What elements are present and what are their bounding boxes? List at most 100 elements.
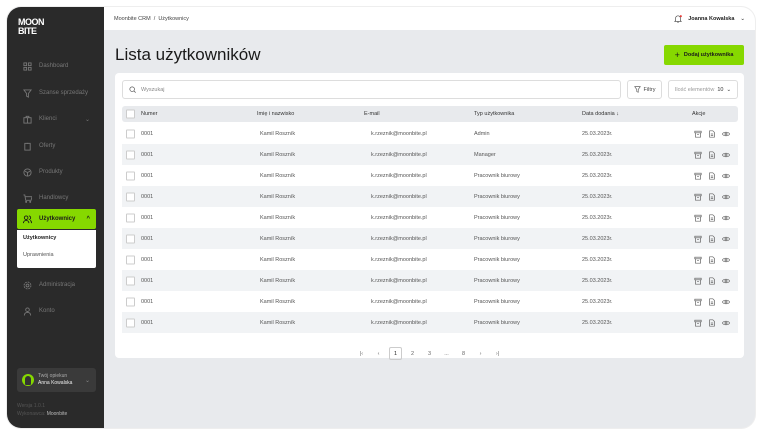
document-icon[interactable] <box>708 129 716 138</box>
row-number: 0001 <box>141 256 154 263</box>
eye-icon[interactable] <box>722 130 730 138</box>
clipboard-icon <box>24 142 31 151</box>
archive-icon[interactable] <box>694 256 702 264</box>
user-menu[interactable]: Joanna Kowalska ⌄ <box>674 14 745 23</box>
page-3[interactable]: 3 <box>427 350 432 357</box>
last-page-icon[interactable]: ›| <box>495 350 500 357</box>
col-number[interactable]: Numer <box>141 111 158 117</box>
sidebar-item-gear[interactable]: Administracja <box>17 275 96 295</box>
table-row[interactable]: 0001 Kamil Roszník k.rzeznik@moonbite.pl Ma… <box>122 144 738 165</box>
page-8[interactable]: 8 <box>461 350 466 357</box>
breadcrumb[interactable]: Moonbite CRM / Użytkownicy <box>114 15 189 22</box>
archive-icon[interactable] <box>694 193 702 201</box>
archive-icon[interactable] <box>694 214 702 222</box>
eye-icon[interactable] <box>722 277 730 285</box>
page-1[interactable]: 1 <box>389 347 402 360</box>
account-manager-card[interactable]: Twój opiekun Anna Kowalska ⌄ <box>17 368 96 392</box>
archive-icon[interactable] <box>694 298 702 306</box>
filters-button[interactable]: Filtry <box>627 80 662 99</box>
per-page-select[interactable]: Ilość elementów 10 ⌄ <box>668 80 738 99</box>
chevron-down-icon: ⌄ <box>726 86 732 93</box>
row-name: Kamil Roszník <box>260 193 296 200</box>
col-name[interactable]: Imię i nazwisko <box>257 111 295 117</box>
eye-icon[interactable] <box>722 319 730 327</box>
sidebar-item-cart[interactable]: Handlowcy <box>17 188 96 208</box>
prev-page-icon[interactable]: ‹ <box>377 350 380 357</box>
sidebar-item-users[interactable]: Użytkownicy ^ <box>17 209 96 229</box>
search-input[interactable]: Wyszukaj <box>122 80 621 99</box>
archive-icon[interactable] <box>694 130 702 138</box>
made-by: Moonbite <box>46 411 68 417</box>
page-2[interactable]: 2 <box>410 350 415 357</box>
row-type: Pracownik biurowy <box>474 193 520 200</box>
document-icon[interactable] <box>708 297 716 306</box>
sidebar-item-funnel[interactable]: Szanse sprzedaży <box>17 83 96 103</box>
eye-icon[interactable] <box>722 235 730 243</box>
sidebar-item-briefcase[interactable]: Klienci ⌄ <box>17 109 96 129</box>
gear-icon <box>23 281 32 289</box>
table-row[interactable]: 0001 Kamil Roszník k.rzeznik@moonbite.pl Pr… <box>122 228 738 249</box>
archive-icon[interactable] <box>694 277 702 285</box>
table-row[interactable]: 0001 Kamil Roszník k.rzeznik@moonbite.pl Pr… <box>122 312 738 333</box>
row-date: 25.03.2023r. <box>582 130 613 137</box>
row-checkbox[interactable] <box>126 234 135 243</box>
document-icon[interactable] <box>708 255 716 264</box>
row-email: k.rzeznik@moonbite.pl <box>371 214 427 221</box>
select-all-checkbox[interactable] <box>126 109 135 119</box>
row-checkbox[interactable] <box>126 318 135 327</box>
table-row[interactable]: 0001 Kamil Roszník k.rzeznik@moonbite.pl Pr… <box>122 270 738 291</box>
col-date[interactable]: Data dodania ↓ <box>582 111 619 117</box>
row-checkbox[interactable] <box>126 129 135 138</box>
sidebar-item-user[interactable]: Konto <box>17 301 96 321</box>
eye-icon[interactable] <box>722 172 730 180</box>
table-row[interactable]: 0001 Kamil Roszník k.rzeznik@moonbite.pl Pr… <box>122 249 738 270</box>
document-icon[interactable] <box>708 171 716 180</box>
row-checkbox[interactable] <box>126 213 135 222</box>
document-icon[interactable] <box>708 150 716 159</box>
sidebar-item-label: Szanse sprzedaży <box>39 90 89 96</box>
eye-icon[interactable] <box>722 151 730 159</box>
archive-icon[interactable] <box>694 151 702 159</box>
row-number: 0001 <box>141 193 154 200</box>
sidebar-item-grid[interactable]: Dashboard <box>17 56 96 76</box>
row-checkbox[interactable] <box>126 171 135 180</box>
made-by-label: Wykonawca: <box>17 411 46 417</box>
table-row[interactable]: 0001 Kamil Roszník k.rzeznik@moonbite.pl Pr… <box>122 165 738 186</box>
table-row[interactable]: 0001 Kamil Roszník k.rzeznik@moonbite.pl Pr… <box>122 207 738 228</box>
row-checkbox[interactable] <box>126 150 135 159</box>
first-page-icon[interactable]: |‹ <box>359 350 364 357</box>
row-number: 0001 <box>141 151 154 158</box>
row-name: Kamil Roszník <box>260 235 296 242</box>
document-icon[interactable] <box>708 318 716 327</box>
eye-icon[interactable] <box>722 256 730 264</box>
table-row[interactable]: 0001 Kamil Roszník k.rzeznik@moonbite.pl Ad… <box>122 123 738 144</box>
archive-icon[interactable] <box>694 319 702 327</box>
submenu-item-users[interactable]: Użytkownicy <box>23 235 57 241</box>
row-checkbox[interactable] <box>126 192 135 201</box>
col-type[interactable]: Typ użytkownika <box>474 111 515 117</box>
eye-icon[interactable] <box>722 298 730 306</box>
document-icon[interactable] <box>708 234 716 243</box>
avatar <box>22 374 34 386</box>
row-checkbox[interactable] <box>126 255 135 264</box>
document-icon[interactable] <box>708 276 716 285</box>
archive-icon[interactable] <box>694 172 702 180</box>
next-page-icon[interactable]: › <box>479 350 482 357</box>
col-email[interactable]: E-mail <box>364 111 380 117</box>
row-checkbox[interactable] <box>126 297 135 306</box>
version: Wersja 1.0.1 <box>17 403 45 409</box>
add-user-button[interactable]: + Dodaj użytkownika <box>664 45 744 65</box>
document-icon[interactable] <box>708 192 716 201</box>
row-checkbox[interactable] <box>126 276 135 285</box>
sidebar-item-clipboard[interactable]: Oferty <box>17 136 96 156</box>
eye-icon[interactable] <box>722 214 730 222</box>
bell-icon[interactable] <box>674 14 683 23</box>
submenu-item-permissions[interactable]: Uprawnienia <box>23 252 54 258</box>
sidebar-item-box[interactable]: Produkty <box>17 162 96 182</box>
document-icon[interactable] <box>708 213 716 222</box>
table-row[interactable]: 0001 Kamil Roszník k.rzeznik@moonbite.pl Pr… <box>122 291 738 312</box>
eye-icon[interactable] <box>722 193 730 201</box>
table-row[interactable]: 0001 Kamil Roszník k.rzeznik@moonbite.pl Pr… <box>122 186 738 207</box>
archive-icon[interactable] <box>694 235 702 243</box>
box-icon <box>23 167 32 177</box>
